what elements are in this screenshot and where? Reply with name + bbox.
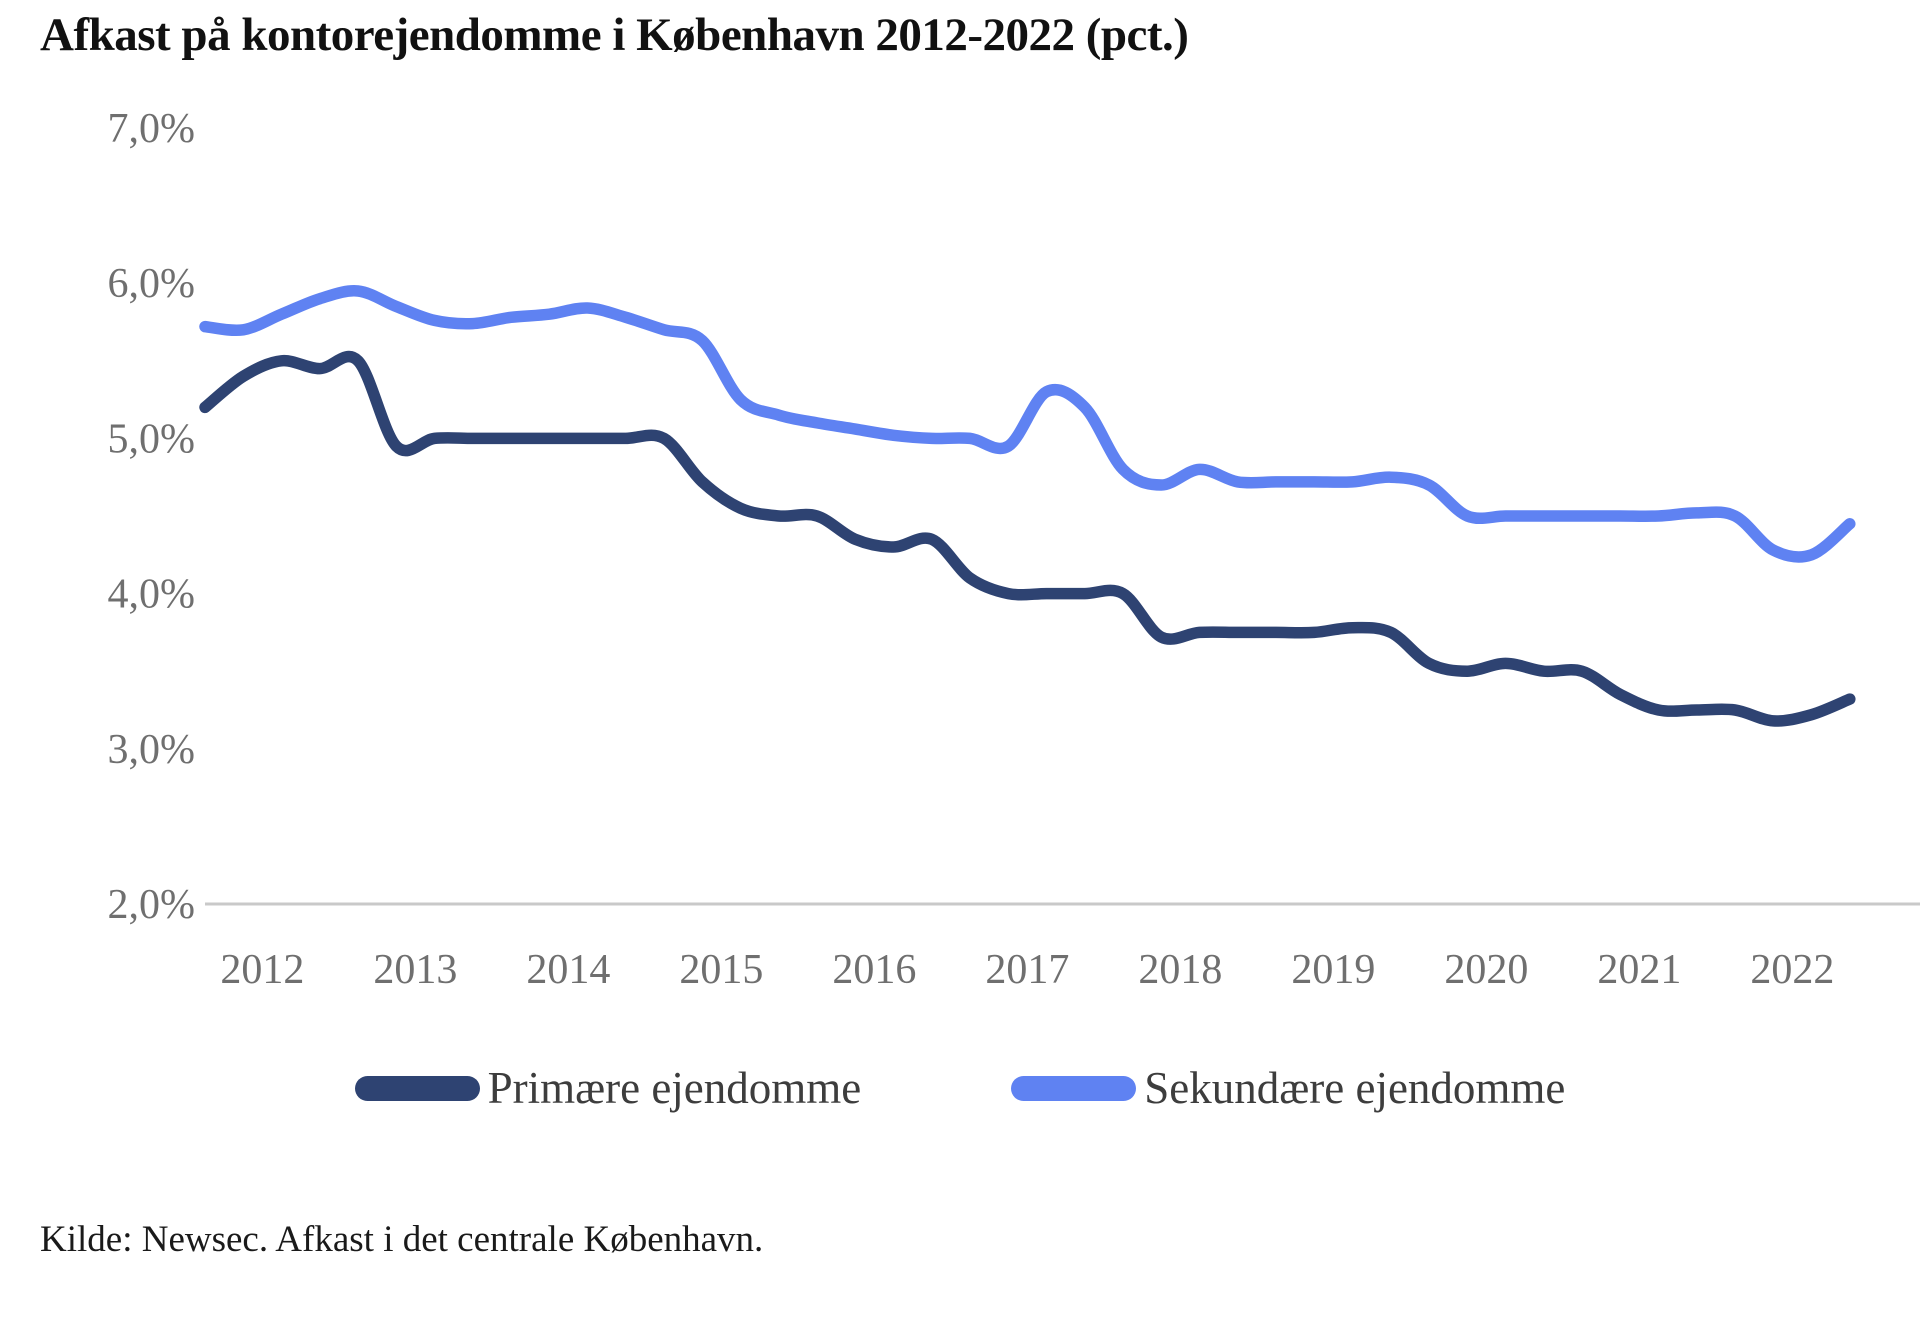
y-tick-label-5: 2,0% (108, 882, 196, 928)
chart-title: Afkast på kontorejendomme i København 20… (40, 9, 1189, 61)
y-tick-label-0: 7,0% (108, 106, 196, 152)
series-line-sekundaere (199, 285, 1856, 563)
y-tick-label-1: 6,0% (108, 261, 196, 307)
legend-item-primaere: Primære ejendomme (354, 1062, 862, 1114)
x-tick-label-10: 2022 (1750, 947, 1834, 993)
legend: Primære ejendomme Sekundære ejendomme (0, 1048, 1920, 1128)
series-line-primaere (199, 350, 1856, 727)
x-tick-label-3: 2015 (679, 947, 763, 993)
source-note: Kilde: Newsec. Afkast i det centrale Køb… (40, 1219, 764, 1260)
legend-swatch-icon (1011, 1075, 1137, 1101)
legend-swatch-icon (354, 1075, 480, 1101)
legend-label: Sekundære ejendomme (1144, 1063, 1566, 1113)
x-tick-label-9: 2021 (1597, 947, 1681, 993)
x-tick-label-0: 2012 (220, 947, 304, 993)
y-tick-label-2: 5,0% (108, 416, 196, 462)
y-tick-label-3: 4,0% (108, 572, 196, 618)
x-tick-label-1: 2013 (373, 947, 457, 993)
y-tick-label-4: 3,0% (108, 727, 196, 773)
x-tick-label-7: 2019 (1291, 947, 1375, 993)
x-tick-label-2: 2014 (526, 947, 610, 993)
legend-label: Primære ejendomme (487, 1063, 862, 1113)
x-tick-label-6: 2018 (1138, 947, 1222, 993)
legend-item-sekundaere: Sekundære ejendomme (1011, 1062, 1565, 1114)
x-tick-label-5: 2017 (985, 947, 1069, 993)
x-tick-label-8: 2020 (1444, 947, 1528, 993)
x-tick-label-4: 2016 (832, 947, 916, 993)
